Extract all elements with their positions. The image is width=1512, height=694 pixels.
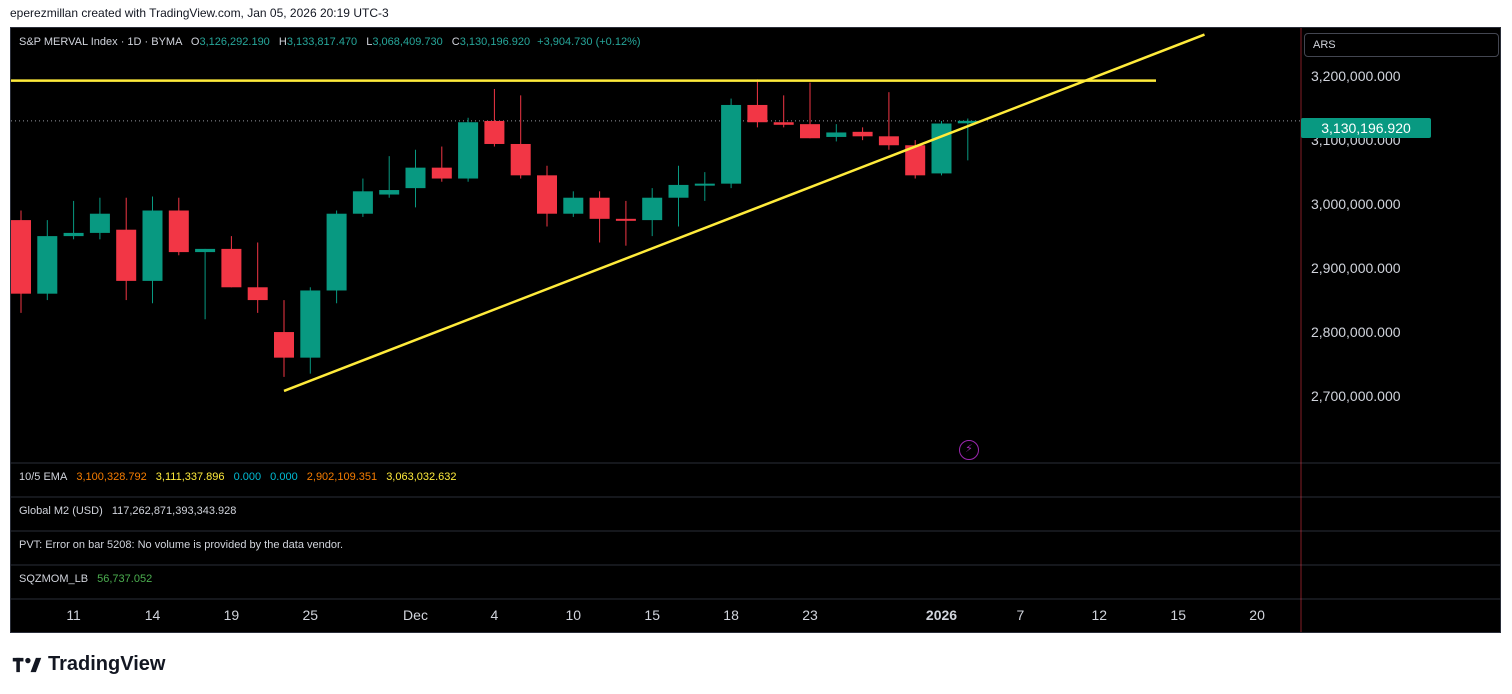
ema-indicator-legend[interactable]: 10/5 EMA 3,100,328.792 3,111,337.896 0.0… (19, 471, 463, 483)
chart-attribution: eperezmillan created with TradingView.co… (10, 6, 389, 20)
candle-up (352, 191, 373, 214)
pvt-indicator-legend[interactable]: PVT: Error on bar 5208: No volume is pro… (19, 539, 349, 551)
open-label: O (190, 36, 200, 48)
sqz-value: 56,737.052 (97, 573, 153, 585)
candles-layer (11, 79, 978, 377)
time-tick-label: 4 (491, 607, 499, 623)
drawings-layer (11, 33, 1205, 393)
time-tick-label: 14 (145, 607, 161, 623)
candle-up (826, 132, 847, 137)
currency-selector[interactable]: ARS (1304, 33, 1499, 57)
candle-up (642, 197, 663, 221)
candle-up (63, 232, 84, 237)
candle-up (694, 183, 715, 186)
time-tick-label: 23 (802, 607, 818, 623)
candle-down (800, 124, 820, 139)
candle-down (589, 197, 610, 219)
candle-up (142, 210, 163, 281)
price-tick-label: 3,000,000.000 (1311, 196, 1401, 212)
ema-value-6: 3,063,032.632 (386, 471, 457, 483)
tradingview-logo[interactable]: TradingView (12, 653, 165, 676)
candle-down (274, 332, 294, 358)
time-tick-label: 18 (723, 607, 739, 623)
candle-down (484, 120, 505, 144)
open-value: 3,126,292.190 (199, 36, 270, 48)
candle-up (721, 104, 742, 184)
change-value: +3,904.730 (+0.12%) (537, 36, 641, 48)
lightning-icon[interactable]: ⚡ (959, 440, 979, 460)
ema-value-1: 3,100,328.792 (76, 471, 147, 483)
candle-up (458, 122, 479, 179)
candle-up (89, 213, 110, 233)
support-trendline (283, 33, 1205, 393)
time-tick-label: 25 (303, 607, 319, 623)
candle-down (168, 210, 189, 253)
m2-value: 117,262,871,393,343.928 (111, 505, 237, 517)
time-tick-label: 19 (224, 607, 240, 623)
symbol-name: S&P MERVAL Index · 1D · BYMA (19, 36, 182, 48)
price-tick-label: 2,900,000.000 (1311, 260, 1401, 276)
ema-value-5: 2,902,109.351 (306, 471, 378, 483)
price-tick-label: 2,700,000.000 (1311, 388, 1401, 404)
candle-down (537, 175, 557, 214)
candle-up (563, 197, 584, 214)
time-tick-label: 10 (566, 607, 582, 623)
time-tick-label: 7 (1017, 607, 1025, 623)
close-label: C (451, 36, 460, 48)
candle-up (957, 120, 978, 124)
candle-down (615, 218, 636, 221)
candle-down (852, 131, 873, 137)
low-label: L (366, 36, 373, 48)
pvt-error-text: PVT: Error on bar 5208: No volume is pro… (19, 539, 344, 551)
candle-down (247, 287, 268, 301)
tradingview-brand: TradingView (48, 653, 166, 675)
candlestick-chart[interactable]: 2,700,000.000 2,800,000.000 2,900,000.000 3… (11, 28, 1501, 633)
price-axis: 2,700,000.000 2,800,000.000 2,900,000.000 3… (1311, 68, 1401, 404)
ema-value-4: 0.000 (270, 471, 298, 483)
m2-indicator-legend[interactable]: Global M2 (USD) 117,262,871,393,343.928 (19, 505, 242, 517)
candle-down (116, 229, 137, 281)
candle-down (510, 143, 531, 176)
last-price-tag: 3,130,196.920 (1301, 118, 1431, 138)
time-tick-label: Dec (403, 607, 428, 623)
chart-frame[interactable]: 2,700,000.000 2,800,000.000 2,900,000.000 3… (10, 27, 1501, 633)
sqz-name: SQZMOM_LB (19, 573, 89, 585)
time-tick-label: 2026 (926, 607, 957, 623)
sqzmom-indicator-legend[interactable]: SQZMOM_LB 56,737.052 (19, 573, 158, 585)
candle-down (905, 145, 926, 176)
tradingview-logo-icon (12, 657, 42, 672)
ema-value-3: 0.000 (233, 471, 262, 483)
ema-name: 10/5 EMA (19, 471, 68, 483)
time-tick-label: 12 (1092, 607, 1108, 623)
candle-down (11, 220, 31, 294)
candle-up (300, 290, 321, 358)
time-axis: 11 14 19 25 Dec 4 10 15 18 23 2026 7 12 15 20 (66, 607, 1265, 623)
high-value: 3,133,817.470 (286, 36, 358, 48)
candle-down (747, 104, 768, 123)
ema-value-2: 3,111,337.896 (155, 471, 225, 483)
time-tick-label: 15 (644, 607, 660, 623)
candle-down (878, 136, 899, 146)
candle-up (931, 123, 952, 174)
candle-up (405, 167, 426, 189)
candle-up (379, 190, 400, 195)
m2-name: Global M2 (USD) (19, 505, 103, 517)
candle-down (431, 167, 452, 179)
candle-up (668, 184, 689, 198)
candle-up (195, 248, 216, 253)
high-label: H (278, 36, 287, 48)
time-tick-label: 20 (1249, 607, 1265, 623)
price-tick-label: 2,800,000.000 (1311, 324, 1401, 340)
candle-down (221, 248, 242, 288)
time-tick-label: 11 (66, 607, 81, 623)
candle-down (773, 122, 794, 125)
symbol-legend: S&P MERVAL Index · 1D · BYMA O3,126,292.… (19, 36, 641, 48)
close-value: 3,130,196.920 (459, 36, 531, 48)
candle-up (37, 236, 58, 294)
price-tick-label: 3,200,000.000 (1311, 68, 1401, 84)
candle-up (326, 213, 347, 291)
low-value: 3,068,409.730 (372, 36, 443, 48)
time-tick-label: 15 (1170, 607, 1186, 623)
